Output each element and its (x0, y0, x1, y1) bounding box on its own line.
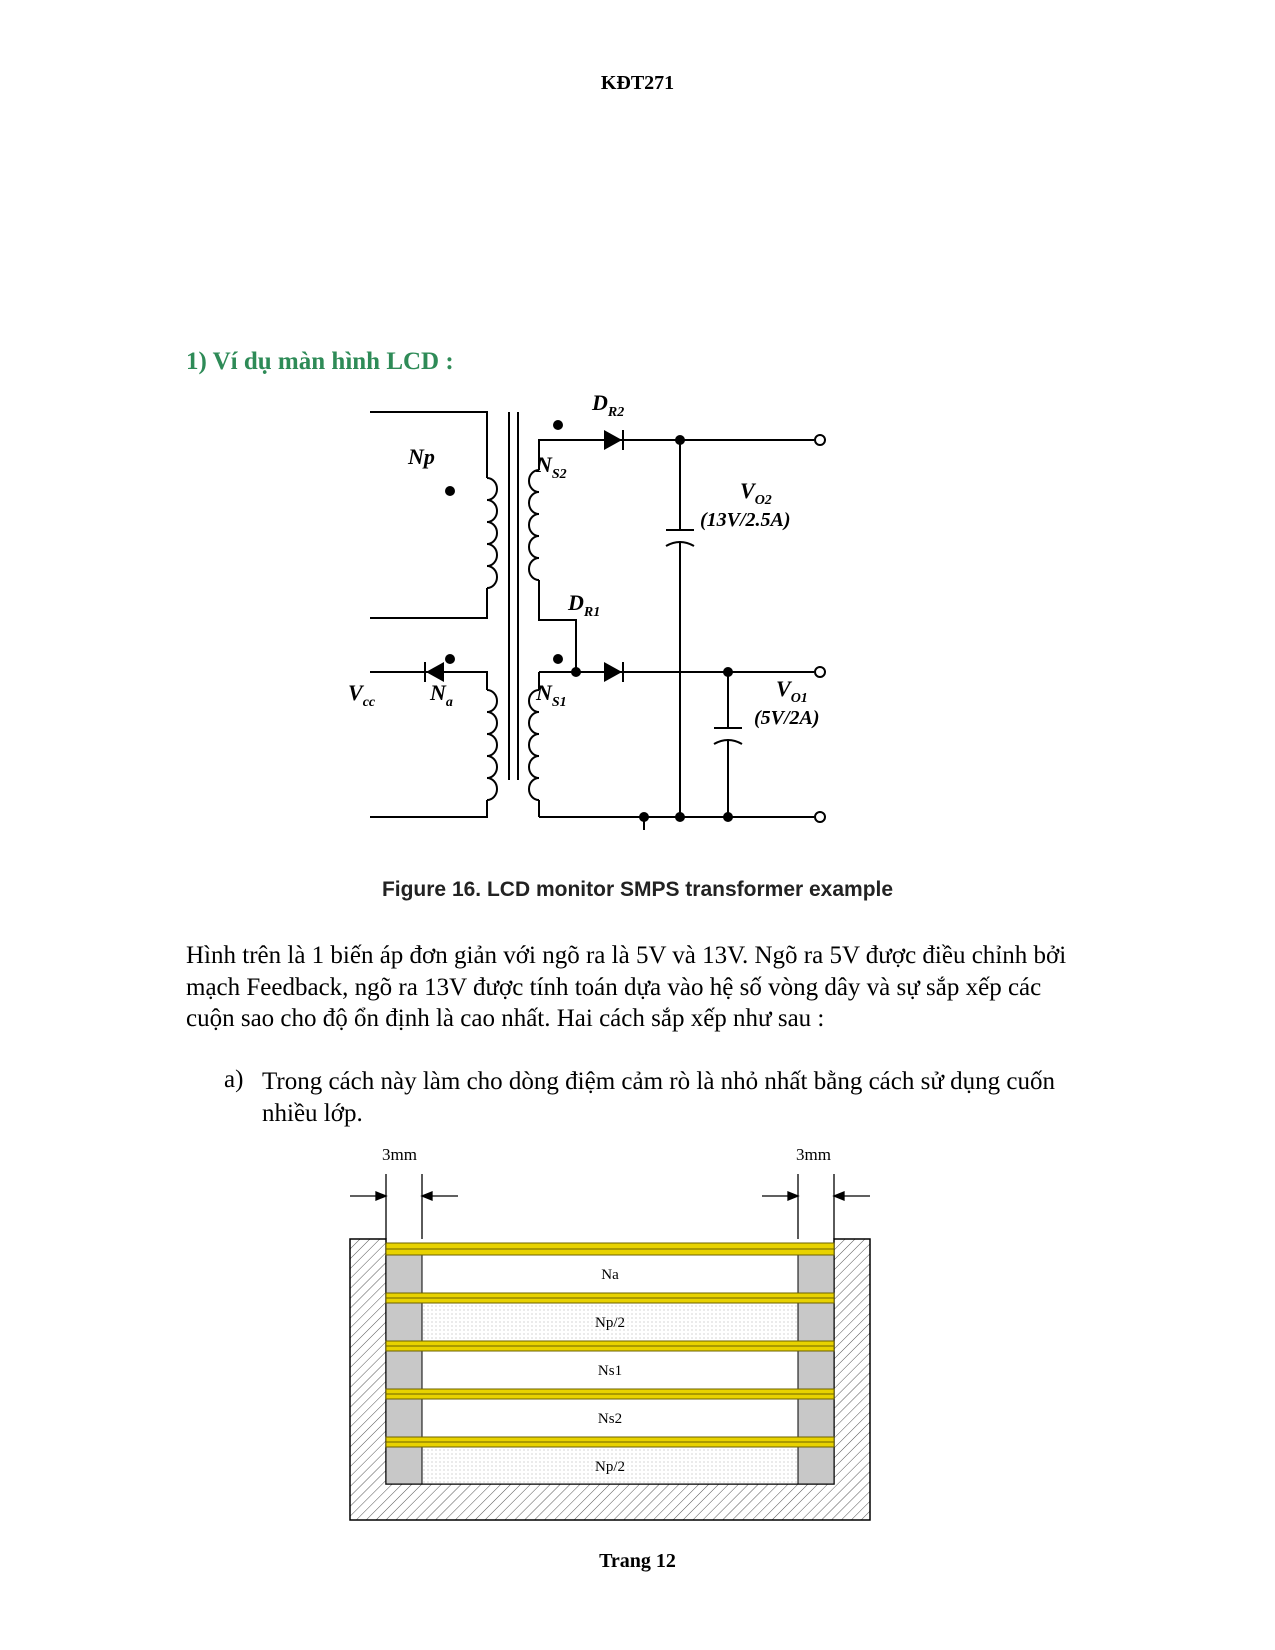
page-number: Trang 12 (599, 1550, 676, 1572)
list-item-marker: a) (224, 1066, 244, 1093)
vo2-label: V (740, 478, 757, 503)
ground-terminal (814, 811, 826, 823)
np-label: Np (407, 444, 435, 469)
svg-text:VO2: VO2 (740, 478, 772, 508)
dr1-sub: R1 (583, 605, 600, 620)
svg-text:DR2: DR2 (591, 390, 624, 420)
diode-vcc-symbol (424, 662, 444, 682)
layer-label: Np/2 (595, 1459, 625, 1475)
vcc-sub: cc (363, 695, 376, 710)
ns2-sub: S2 (552, 467, 567, 482)
vcc-label: V (348, 680, 365, 705)
diode-dr1-symbol (604, 662, 624, 682)
transformer-schematic: Np NS2 NS1 Na Vcc DR2 DR1 VO2 (13V/2.5A)… (348, 390, 826, 830)
svg-text:VO1: VO1 (776, 676, 808, 706)
layer-label: Ns1 (598, 1363, 622, 1379)
insulation-tape-layers (385, 1242, 835, 1448)
dr2-sub: R2 (607, 405, 624, 420)
dr2-label: D (591, 390, 608, 415)
margin-label-right: 3mm (796, 1145, 831, 1164)
vo1-spec: (5V/2A) (754, 707, 820, 729)
layer-label: Ns2 (598, 1411, 622, 1427)
svg-text:Na: Na (429, 680, 453, 710)
ns2-label: N (535, 452, 553, 477)
svg-text:Vcc: Vcc (348, 680, 376, 710)
vo1-sub: O1 (791, 691, 808, 706)
layer-label: Np/2 (595, 1315, 625, 1331)
ns1-sub: S1 (552, 695, 567, 710)
dr1-label: D (567, 590, 584, 615)
layer-label: Na (601, 1267, 619, 1283)
na-label: N (429, 680, 447, 705)
margin-label-left: 3mm (382, 1145, 417, 1164)
ns1-label: N (535, 680, 553, 705)
document-header-code: KĐT271 (600, 72, 675, 94)
winding-diagram: 3mm 3mm Na (349, 1145, 871, 1521)
vo1-terminal (814, 666, 826, 678)
section-heading: 1) Ví dụ màn hình LCD : (186, 348, 454, 375)
svg-text:DR1: DR1 (567, 590, 600, 620)
vo2-terminal (814, 434, 826, 446)
na-sub: a (446, 695, 453, 710)
diode-dr2-symbol (604, 430, 624, 450)
vo2-sub: O2 (755, 493, 772, 508)
body-paragraph: Hình trên là 1 biến áp đơn giản với ngõ … (186, 942, 1067, 1032)
figure-caption: Figure 16. LCD monitor SMPS transformer … (381, 878, 894, 901)
list-item-text: Trong cách này làm cho dòng điệm cảm rò … (262, 1068, 1055, 1127)
svg-text:NS2: NS2 (535, 452, 567, 482)
svg-text:NS1: NS1 (535, 680, 567, 710)
vo2-spec: (13V/2.5A) (700, 509, 791, 531)
vo1-label: V (776, 676, 793, 701)
